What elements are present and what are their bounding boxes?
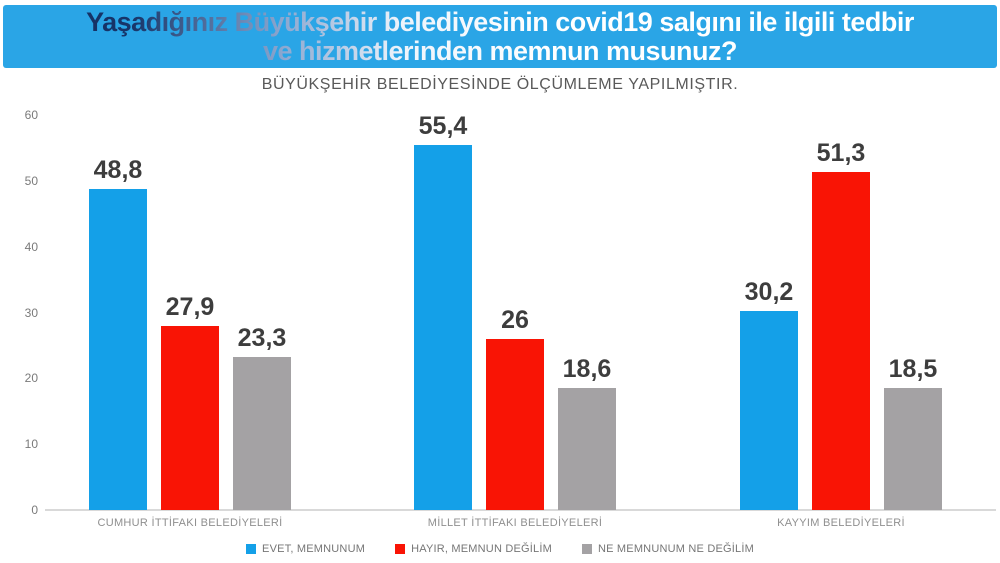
bar-value-label: 27,9	[165, 293, 215, 322]
bar-ne memnunum ne deği̇li̇m	[884, 388, 942, 510]
bar-value-label: 55,4	[418, 112, 468, 141]
legend-label: NE MEMNUNUM NE DEĞİLİM	[597, 543, 754, 555]
bar-value-label: 18,5	[888, 355, 938, 384]
bar-hayir	[812, 172, 870, 510]
chart-title-line2: ve hizmetlerinden memnun musunuz?	[3, 36, 997, 66]
y-axis-tick: 50	[24, 173, 38, 188]
chart-subtitle: BÜYÜKŞEHİR BELEDİYESİNDE ÖLÇÜMLEME YAPIL…	[261, 76, 739, 93]
y-axis-tick: 20	[24, 371, 38, 386]
chart-title-line1: Yaşadığınız Büyükşehir belediyesinin cov…	[3, 7, 997, 37]
bar-ne memnunum ne deği̇li̇m	[233, 356, 291, 510]
legend-swatch	[395, 544, 406, 554]
chart-legend: EVET, MEMNUNUM HAYIR, MEMNUN DEĞİLİM NE ME…	[0, 541, 1000, 557]
title-banner: Yaşadığınız Büyükşehir belediyesinin cov…	[3, 5, 997, 68]
bar-hayir	[161, 326, 219, 510]
y-axis-tick: 0	[31, 503, 38, 517]
bar-evet	[740, 311, 798, 510]
bar-evet	[414, 145, 472, 510]
y-axis-tick: 10	[24, 437, 38, 452]
category-label: MİLLET İTTİFAKI BELEDİYELERİ	[427, 517, 603, 529]
bar-evet	[89, 188, 147, 510]
y-axis-tick: 40	[24, 239, 38, 254]
y-axis-tick: 60	[24, 108, 38, 122]
bar-value-label: 48,8	[93, 155, 143, 184]
legend-item: EVET, MEMNUNUM	[246, 543, 365, 555]
legend-label: HAYIR, MEMNUN DEĞİLİM	[411, 543, 552, 555]
bar-value-label: 26	[501, 305, 529, 334]
bar-value-label: 23,3	[237, 323, 287, 352]
y-axis-tick: 30	[24, 305, 38, 320]
bar-ne memnunum ne deği̇li̇m	[558, 387, 616, 510]
bar-hayir	[486, 338, 544, 510]
category-label: CUMHUR İTTİFAKI BELEDİYELERİ	[97, 517, 283, 529]
category-label: KAYYIM BELEDİYELERİ	[777, 517, 905, 529]
legend-swatch	[246, 544, 257, 554]
legend-swatch	[581, 544, 592, 554]
x-axis-line	[45, 509, 996, 511]
bar-value-label: 30,2	[744, 278, 794, 307]
bar-value-label: 18,6	[562, 354, 612, 383]
legend-item: HAYIR, MEMNUN DEĞİLİM	[395, 543, 552, 555]
legend-item: NE MEMNUNUM NE DEĞİLİM	[581, 543, 754, 555]
legend-label: EVET, MEMNUNUM	[262, 543, 366, 555]
bar-value-label: 51,3	[816, 139, 866, 168]
